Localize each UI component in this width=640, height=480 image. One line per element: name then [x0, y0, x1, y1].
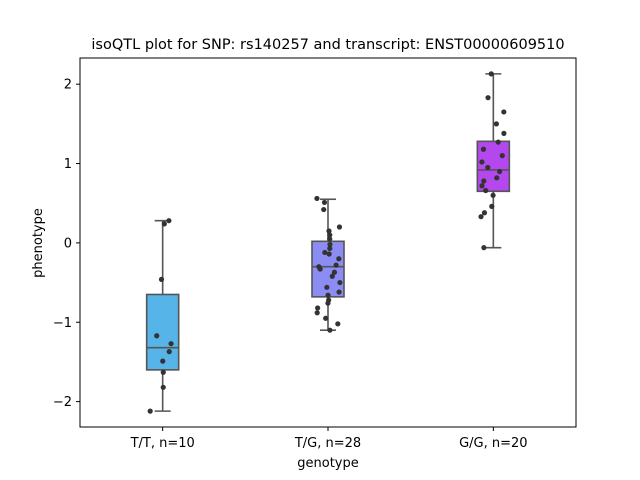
data-point: [329, 273, 335, 279]
data-point: [161, 221, 167, 227]
y-tick-label: 2: [64, 78, 72, 93]
data-point: [499, 153, 505, 159]
data-point: [160, 358, 166, 364]
data-point: [488, 71, 494, 77]
data-point: [160, 384, 166, 390]
data-point: [489, 203, 495, 209]
data-point: [326, 251, 332, 257]
data-point: [336, 256, 342, 262]
data-point: [168, 341, 174, 347]
data-point: [166, 218, 172, 224]
data-point: [324, 284, 330, 290]
y-tick-label: −1: [53, 316, 72, 331]
x-axis: T/T, n=10 T/G, n=28 G/G, n=20: [130, 427, 528, 451]
data-point: [316, 264, 322, 270]
data-point: [327, 236, 333, 242]
x-tick-label: T/G, n=28: [294, 436, 361, 451]
box-group: [145, 219, 180, 412]
data-point: [493, 121, 499, 127]
x-tick-label: T/T, n=10: [130, 436, 195, 451]
y-tick-label: 0: [64, 236, 72, 251]
data-point: [315, 305, 321, 311]
plot-frame: [79, 57, 577, 428]
data-point: [495, 139, 501, 145]
data-point: [166, 349, 172, 355]
data-point: [481, 178, 487, 184]
data-point: [501, 130, 507, 136]
data-point: [480, 146, 487, 152]
data-point: [337, 279, 343, 286]
data-point: [494, 175, 500, 181]
data-point: [314, 195, 320, 202]
data-point: [483, 187, 489, 194]
data-point: [160, 369, 166, 375]
plot-area: [145, 71, 511, 414]
data-point: [478, 214, 484, 220]
data-point: [485, 95, 491, 101]
data-point: [322, 249, 328, 256]
data-point: [501, 109, 507, 115]
data-point: [314, 310, 320, 316]
data-point: [335, 321, 341, 327]
data-point: [321, 206, 327, 213]
data-point: [154, 333, 160, 339]
y-tick-label: 1: [64, 157, 72, 172]
data-point: [327, 232, 333, 238]
data-point: [323, 315, 329, 321]
data-point: [158, 276, 165, 282]
y-axis: −2 −1 0 1 2: [53, 78, 80, 410]
data-point: [481, 210, 488, 216]
data-point: [327, 327, 333, 333]
y-tick-label: −2: [53, 395, 72, 410]
data-point: [147, 408, 153, 414]
data-point: [485, 164, 491, 171]
data-point: [326, 228, 332, 234]
data-point: [325, 292, 331, 298]
data-point: [336, 224, 343, 230]
data-point: [479, 159, 485, 165]
data-point: [333, 262, 339, 268]
data-point: [327, 241, 333, 248]
box-iqr: [145, 293, 180, 371]
data-point: [325, 300, 331, 306]
chart-title: isoQTL plot for SNP: rs140257 and transc…: [91, 37, 564, 53]
data-point: [327, 245, 333, 252]
data-point: [497, 168, 503, 175]
data-point: [490, 192, 496, 198]
data-point: [331, 269, 338, 275]
data-point: [336, 289, 342, 295]
y-axis-label: phenotype: [31, 208, 46, 278]
x-tick-label: G/G, n=20: [459, 436, 527, 451]
data-point: [321, 199, 328, 206]
data-point: [481, 245, 487, 251]
data-point: [479, 183, 485, 189]
x-axis-label: genotype: [297, 456, 358, 471]
